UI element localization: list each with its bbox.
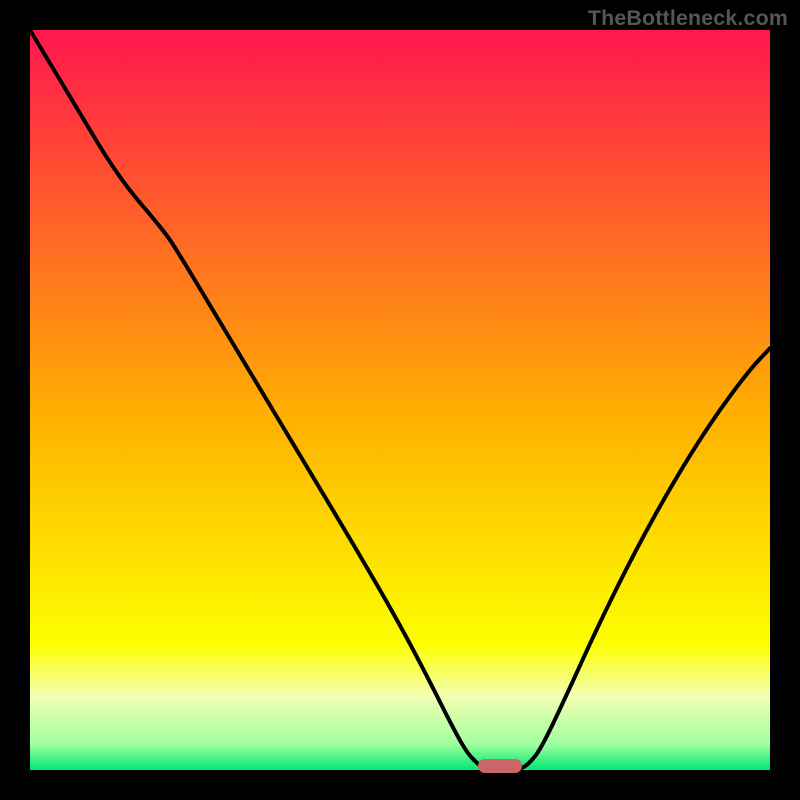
plot-area: [30, 30, 770, 770]
frame: TheBottleneck.com: [0, 0, 800, 800]
bottleneck-curve: [30, 30, 770, 770]
curve-layer: [30, 30, 770, 770]
watermark-text: TheBottleneck.com: [588, 6, 788, 31]
valley-marker: [478, 759, 522, 773]
